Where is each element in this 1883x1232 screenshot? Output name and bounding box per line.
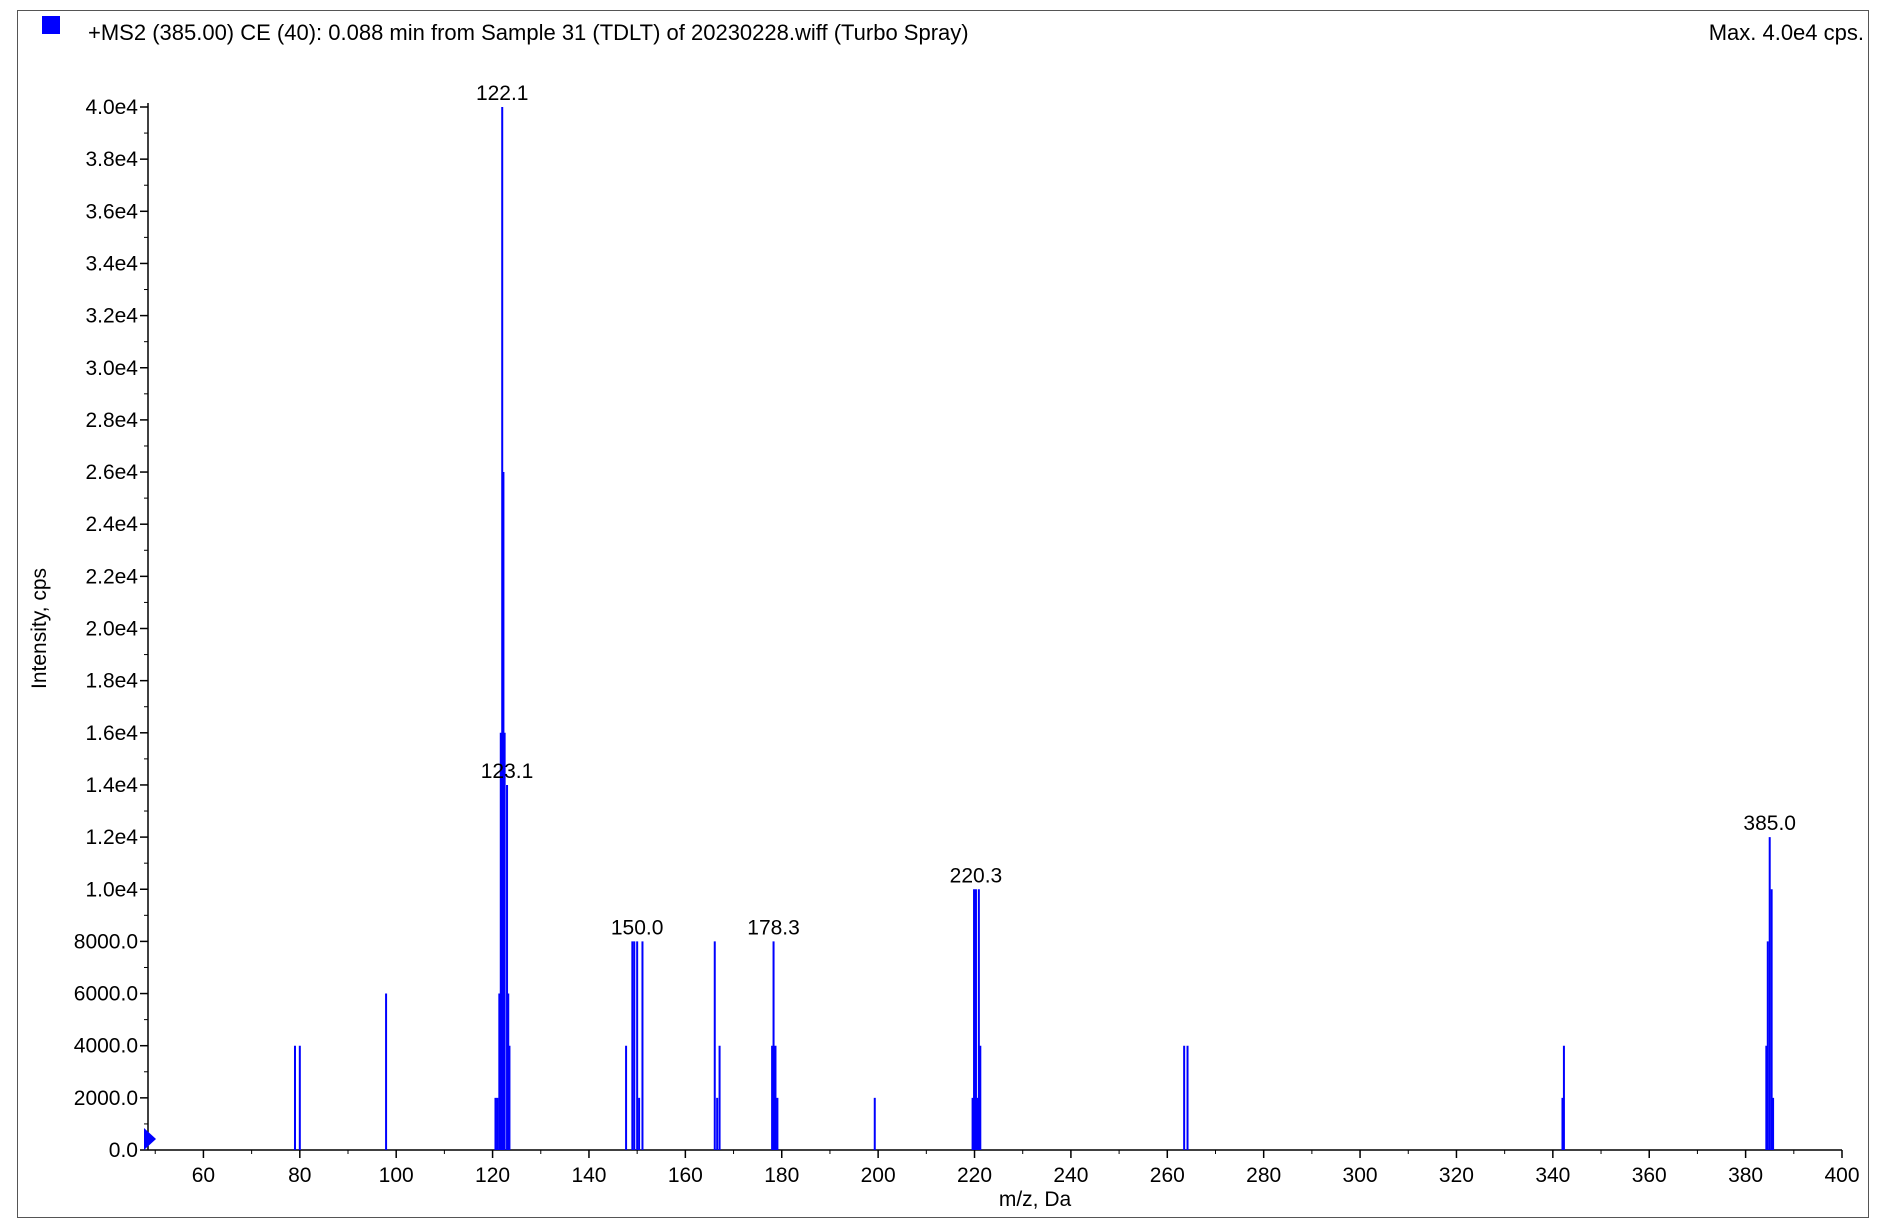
- y-tick-label: 4000.0: [74, 1035, 138, 1058]
- x-tick-label: 340: [1535, 1164, 1570, 1187]
- y-axis-title: Intensity, cps: [28, 568, 51, 689]
- peak-label: 122.1: [476, 82, 529, 105]
- peak-label: 178.3: [747, 916, 800, 939]
- y-tick-label: 1.2e4: [85, 826, 138, 849]
- x-tick-label: 380: [1728, 1164, 1763, 1187]
- y-tick-label: 3.4e4: [85, 252, 138, 275]
- x-tick-label: 200: [861, 1164, 896, 1187]
- y-tick-label: 6000.0: [74, 983, 138, 1006]
- peak-label: 123.1: [481, 760, 534, 783]
- y-tick-label: 1.6e4: [85, 722, 138, 745]
- y-tick-label: 1.0e4: [85, 878, 138, 901]
- y-tick-label: 0.0: [109, 1139, 138, 1162]
- y-tick-label: 3.8e4: [85, 148, 138, 171]
- x-tick-label: 280: [1246, 1164, 1281, 1187]
- y-tick-label: 2.2e4: [85, 565, 138, 588]
- x-tick-label: 120: [475, 1164, 510, 1187]
- y-tick-label: 2.6e4: [85, 461, 138, 484]
- y-tick-label: 8000.0: [74, 930, 138, 953]
- x-tick-label: 260: [1150, 1164, 1185, 1187]
- y-tick-label: 4.0e4: [85, 96, 138, 119]
- y-tick-label: 2.8e4: [85, 409, 138, 432]
- y-tick-label: 3.2e4: [85, 305, 138, 328]
- y-tick-label: 2.4e4: [85, 513, 138, 536]
- x-tick-label: 400: [1824, 1164, 1859, 1187]
- peak-label: 220.3: [950, 864, 1003, 887]
- peak-label: 150.0: [611, 916, 664, 939]
- x-tick-label: 220: [957, 1164, 992, 1187]
- x-tick-label: 320: [1439, 1164, 1474, 1187]
- y-tick-label: 1.8e4: [85, 670, 138, 693]
- x-tick-label: 140: [571, 1164, 606, 1187]
- y-tick-label: 2000.0: [74, 1087, 138, 1110]
- x-tick-label: 360: [1632, 1164, 1667, 1187]
- y-tick-label: 1.4e4: [85, 774, 138, 797]
- x-tick-label: 180: [764, 1164, 799, 1187]
- x-tick-label: 160: [668, 1164, 703, 1187]
- x-tick-label: 300: [1343, 1164, 1378, 1187]
- x-axis-title: m/z, Da: [999, 1188, 1072, 1211]
- x-tick-label: 80: [288, 1164, 311, 1187]
- y-tick-label: 3.6e4: [85, 200, 138, 223]
- x-tick-label: 100: [379, 1164, 414, 1187]
- peak-label: 385.0: [1743, 812, 1796, 835]
- x-tick-label: 240: [1053, 1164, 1088, 1187]
- x-tick-label: 60: [192, 1164, 215, 1187]
- y-tick-label: 2.0e4: [85, 618, 138, 641]
- y-tick-label: 3.0e4: [85, 357, 138, 380]
- origin-marker-icon: [144, 1128, 156, 1150]
